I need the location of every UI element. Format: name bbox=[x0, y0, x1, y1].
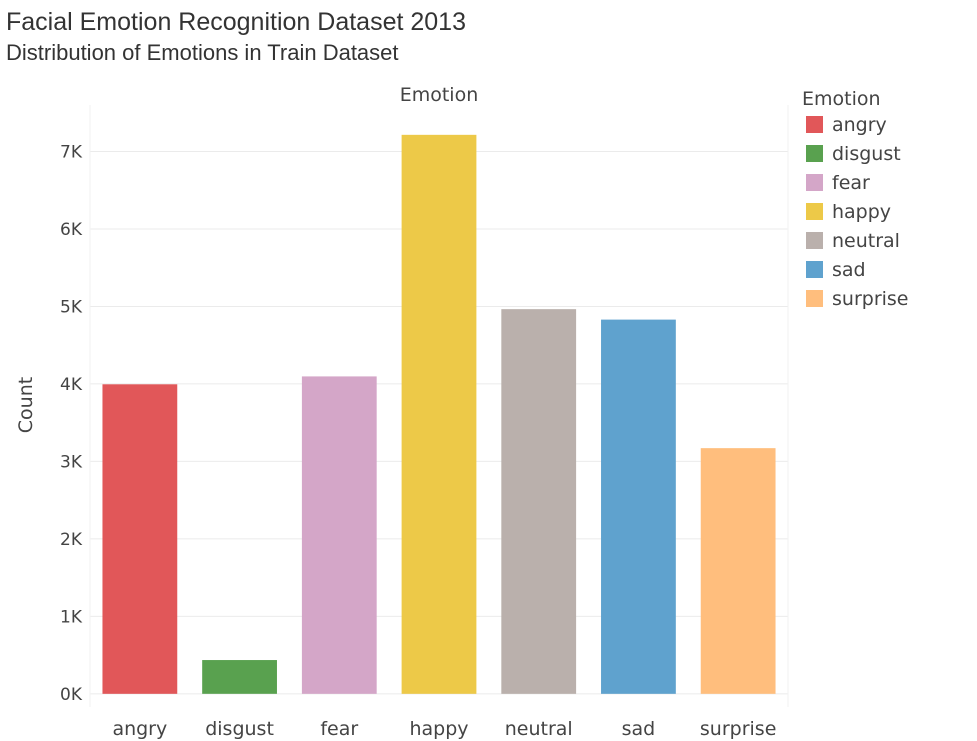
chart-subtitle: Distribution of Emotions in Train Datase… bbox=[6, 40, 399, 65]
y-tick-label: 3K bbox=[60, 452, 83, 472]
x-tick-label: surprise bbox=[700, 718, 777, 740]
x-tick-labels: angry disgust fear happy neutral sad surprise bbox=[112, 718, 776, 740]
y-tick-label: 7K bbox=[60, 142, 83, 162]
bar-sad bbox=[601, 319, 676, 694]
legend-label: angry bbox=[832, 114, 887, 136]
x-tick-label: happy bbox=[409, 718, 468, 740]
y-tick-label: 6K bbox=[60, 220, 83, 240]
legend-label: happy bbox=[832, 201, 891, 223]
x-tick-label: disgust bbox=[205, 718, 274, 740]
legend-label: neutral bbox=[832, 230, 900, 252]
legend-swatch-fear bbox=[806, 174, 823, 191]
legend-swatch-angry bbox=[806, 116, 823, 133]
chart-title: Facial Emotion Recognition Dataset 2013 bbox=[6, 8, 466, 36]
legend-swatch-neutral bbox=[806, 232, 823, 249]
x-tick-label: sad bbox=[622, 718, 656, 740]
bars bbox=[102, 134, 776, 694]
y-tick-labels: 0K 1K 2K 3K 4K 5K 6K 7K bbox=[60, 142, 83, 704]
legend: Emotion angry disgust fear happy neutral sad s… bbox=[802, 88, 909, 310]
y-axis-title: Count bbox=[15, 377, 37, 433]
bar-surprise bbox=[700, 448, 776, 694]
y-tick-label: 5K bbox=[60, 297, 83, 317]
legend-swatch-sad bbox=[806, 261, 823, 278]
y-tick-label: 0K bbox=[60, 685, 83, 705]
bar-neutral bbox=[501, 309, 577, 694]
x-tick-label: neutral bbox=[505, 718, 573, 740]
legend-swatch-happy bbox=[806, 203, 823, 220]
legend-title: Emotion bbox=[802, 88, 881, 110]
y-tick-label: 2K bbox=[60, 530, 83, 550]
bar-angry bbox=[102, 384, 178, 694]
bar-happy bbox=[401, 134, 477, 694]
legend-label: surprise bbox=[832, 288, 909, 310]
legend-label: fear bbox=[832, 172, 870, 194]
legend-swatch-disgust bbox=[806, 145, 823, 162]
bar-disgust bbox=[202, 660, 277, 694]
x-tick-label: fear bbox=[320, 718, 358, 740]
y-tick-label: 1K bbox=[60, 607, 83, 627]
legend-label: sad bbox=[832, 259, 866, 281]
y-tick-label: 4K bbox=[60, 375, 83, 395]
legend-swatch-surprise bbox=[806, 290, 823, 307]
legend-label: disgust bbox=[832, 143, 901, 165]
bar-fear bbox=[301, 376, 377, 694]
x-axis-title: Emotion bbox=[400, 84, 479, 106]
x-tick-label: angry bbox=[112, 718, 167, 740]
